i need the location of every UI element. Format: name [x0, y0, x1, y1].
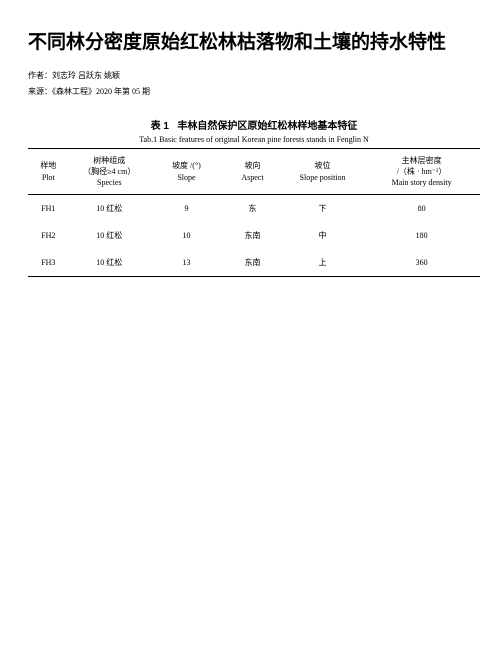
col-aspect-en: Aspect — [227, 172, 278, 183]
data-table: 样地 Plot 树种组成（胸径≥4 cm） Species 坡度 /(°) Sl… — [28, 148, 480, 278]
authors-line: 作者：刘志玲 吕跃东 姚颖 — [28, 68, 480, 83]
col-plot-cn: 样地 — [32, 160, 65, 171]
table-body: FH1 10 红松 9 东 下 80 FH2 10 红松 10 东南 中 180… — [28, 195, 480, 277]
caption-prefix: 表 1 — [151, 121, 169, 132]
col-slope-cn: 坡度 /(°) — [154, 160, 219, 171]
cell: 东南 — [223, 249, 282, 277]
col-density: 主林层密度/（株 · hm⁻²） Main story density — [363, 148, 480, 195]
caption-cn-text: 丰林自然保护区原始红松林样地基本特征 — [177, 121, 357, 132]
source-label: 来源： — [28, 87, 52, 96]
cell: 下 — [282, 195, 363, 223]
cell: 10 红松 — [69, 249, 150, 277]
authors: 刘志玲 吕跃东 姚颖 — [52, 71, 120, 80]
table-header-row: 样地 Plot 树种组成（胸径≥4 cm） Species 坡度 /(°) Sl… — [28, 148, 480, 195]
table-row: FH1 10 红松 9 东 下 80 — [28, 195, 480, 223]
cell: FH1 — [28, 195, 69, 223]
cell: 9 — [150, 195, 223, 223]
table-row: FH2 10 红松 10 东南 中 180 — [28, 222, 480, 249]
col-species-en: Species — [73, 177, 146, 188]
col-slopepos: 坡位 Slope position — [282, 148, 363, 195]
col-aspect-cn: 坡向 — [227, 160, 278, 171]
source-line: 来源：《森林工程》2020 年第 05 期 — [28, 84, 480, 99]
table-caption-en: Tab.1 Basic features of original Korean … — [28, 135, 480, 144]
cell: 中 — [282, 222, 363, 249]
cell: 80 — [363, 195, 480, 223]
cell: FH2 — [28, 222, 69, 249]
source: 《森林工程》2020 年第 05 期 — [52, 87, 150, 96]
col-slopepos-en: Slope position — [286, 172, 359, 183]
col-species-cn: 树种组成（胸径≥4 cm） — [73, 155, 146, 177]
col-slope-en: Slope — [154, 172, 219, 183]
col-plot-en: Plot — [32, 172, 65, 183]
cell: 10 红松 — [69, 195, 150, 223]
col-plot: 样地 Plot — [28, 148, 69, 195]
page-title: 不同林分密度原始红松林枯落物和土壤的持水特性 — [28, 28, 480, 58]
cell: 10 红松 — [69, 222, 150, 249]
cell: 东南 — [223, 222, 282, 249]
col-density-cn: 主林层密度/（株 · hm⁻²） — [367, 155, 476, 177]
col-aspect: 坡向 Aspect — [223, 148, 282, 195]
cell: 13 — [150, 249, 223, 277]
col-density-en: Main story density — [367, 177, 476, 188]
table-block: 表 1 丰林自然保护区原始红松林样地基本特征 Tab.1 Basic featu… — [28, 117, 480, 278]
table-row: FH3 10 红松 13 东南 上 360 — [28, 249, 480, 277]
cell: 180 — [363, 222, 480, 249]
col-species: 树种组成（胸径≥4 cm） Species — [69, 148, 150, 195]
cell: FH3 — [28, 249, 69, 277]
cell: 10 — [150, 222, 223, 249]
col-slopepos-cn: 坡位 — [286, 160, 359, 171]
col-slope: 坡度 /(°) Slope — [150, 148, 223, 195]
cell: 上 — [282, 249, 363, 277]
cell: 东 — [223, 195, 282, 223]
authors-label: 作者： — [28, 71, 52, 80]
table-caption-cn: 表 1 丰林自然保护区原始红松林样地基本特征 — [28, 117, 480, 132]
cell: 360 — [363, 249, 480, 277]
